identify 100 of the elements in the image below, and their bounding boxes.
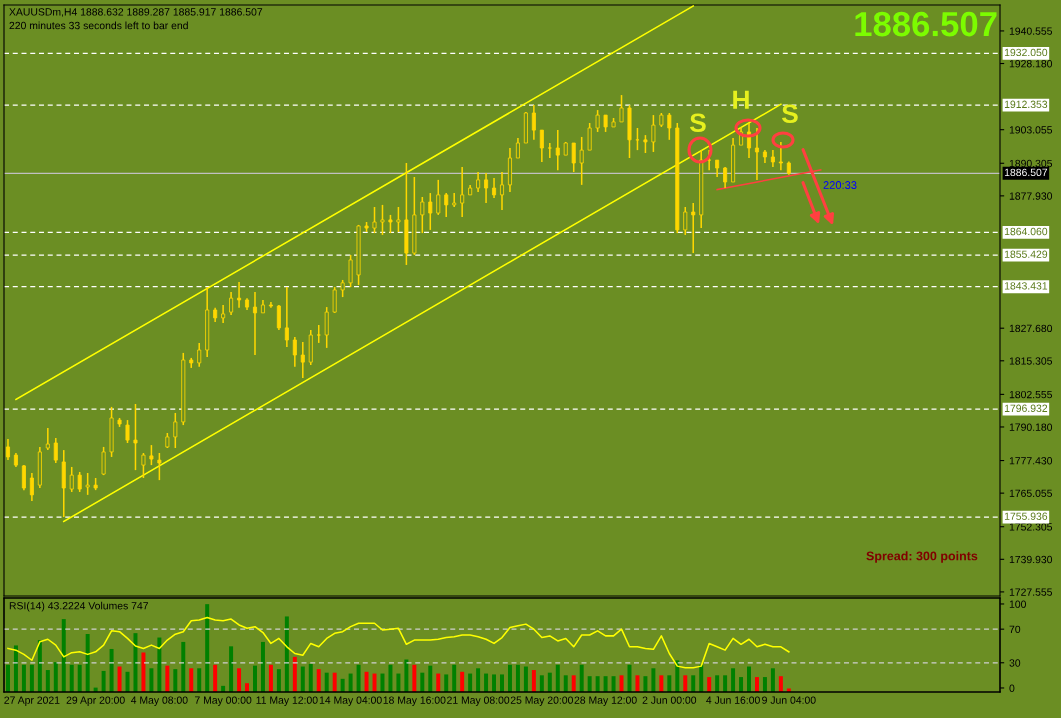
- bar: [420, 672, 425, 692]
- candlestick: [5, 438, 10, 461]
- ref-line-label: 1796.932: [1004, 404, 1048, 412]
- bar: [380, 673, 385, 692]
- y-tick-label: 1790.180: [1009, 423, 1053, 431]
- candlestick: [460, 166, 465, 218]
- candlestick: [229, 291, 234, 316]
- chart-title: XAUUSDm,H4 1888.632 1889.287 1885.917 1886.507: [9, 8, 263, 17]
- candlestick: [531, 104, 536, 141]
- candlestick: [372, 206, 377, 234]
- bar: [547, 672, 552, 692]
- bar: [29, 664, 34, 692]
- y-tick-label: 1765.055: [1009, 489, 1053, 498]
- candlestick: [691, 202, 696, 254]
- bar: [388, 664, 393, 692]
- bar: [635, 675, 640, 692]
- candlestick: [667, 112, 672, 141]
- y-tick-label: 30: [1009, 659, 1021, 667]
- x-tick-label: 9 Jun 04:00: [762, 696, 816, 704]
- bar: [197, 668, 202, 692]
- y-tick-label: 1827.680: [1009, 324, 1053, 333]
- candlestick: [101, 446, 106, 476]
- bar: [189, 668, 194, 692]
- candlestick: [579, 136, 584, 186]
- candlestick: [300, 341, 305, 379]
- bar: [292, 656, 297, 692]
- ref-line-label: 1843.431: [1004, 282, 1048, 290]
- candlestick: [452, 192, 457, 208]
- bar: [316, 669, 321, 692]
- bar: [348, 673, 353, 692]
- annotation: S: [781, 104, 798, 124]
- chart-title: RSI(14) 43.2224 Volumes 747: [9, 601, 149, 612]
- bar: [237, 668, 242, 692]
- ref-line-label: 1886.507: [1004, 168, 1048, 177]
- bar: [747, 666, 751, 692]
- bar: [739, 677, 744, 692]
- bar: [260, 641, 265, 692]
- candlestick: [388, 214, 393, 234]
- bar: [444, 674, 449, 692]
- candlestick: [754, 127, 759, 181]
- bar: [683, 675, 688, 692]
- bar: [372, 673, 377, 692]
- candlestick: [595, 109, 600, 133]
- bar: [476, 668, 481, 692]
- bar: [595, 676, 600, 692]
- bar: [428, 665, 433, 692]
- x-tick-label: 25 May 20:00: [510, 696, 573, 706]
- bar: [37, 640, 42, 692]
- x-tick-label: 21 May 08:00: [447, 696, 510, 706]
- candlestick: [237, 281, 242, 309]
- candlestick: [492, 177, 497, 199]
- bar: [276, 669, 281, 692]
- y-tick-label: 1903.055: [1009, 126, 1053, 134]
- ref-line-label: 1864.060: [1004, 227, 1048, 236]
- bar: [61, 619, 66, 692]
- bar: [141, 652, 146, 692]
- candlestick: [778, 141, 783, 171]
- y-tick-label: 1877.930: [1009, 192, 1053, 200]
- x-tick-label: 18 May 16:00: [383, 696, 446, 706]
- bar: [715, 675, 720, 692]
- candlestick: [276, 304, 281, 331]
- y-tick-label: 1890.305: [1009, 159, 1053, 168]
- bar: [643, 676, 648, 692]
- candlestick: [197, 342, 202, 368]
- bar: [53, 662, 58, 692]
- bar: [523, 666, 528, 692]
- ref-line-label: 1912.353: [1004, 100, 1048, 108]
- bar: [340, 678, 345, 692]
- bar: [460, 671, 465, 692]
- candlestick: [499, 171, 505, 211]
- candlestick: [420, 196, 425, 234]
- bar: [603, 676, 608, 692]
- bar: [85, 634, 90, 692]
- annotation: 1886.507: [855, 11, 997, 37]
- bar: [651, 668, 656, 692]
- annotation: Spread: 300 points: [866, 551, 978, 563]
- bar: [691, 675, 696, 692]
- annotation: 220:33: [823, 181, 857, 189]
- y-tick-label: 100: [1009, 600, 1026, 608]
- bar: [500, 674, 504, 692]
- bar: [13, 645, 18, 692]
- bar: [245, 683, 250, 692]
- candlestick: [484, 172, 489, 204]
- bar: [484, 673, 489, 692]
- candlestick: [619, 94, 624, 123]
- candlestick: [587, 122, 592, 151]
- bar: [436, 673, 441, 692]
- y-tick-label: 1752.305: [1009, 523, 1053, 531]
- bar: [731, 668, 736, 692]
- bar: [284, 616, 289, 692]
- bar: [308, 663, 313, 692]
- candlestick: [77, 471, 82, 493]
- bar: [762, 677, 767, 692]
- bar: [149, 668, 154, 692]
- bar: [268, 664, 273, 692]
- bar: [157, 637, 162, 692]
- candlestick: [683, 206, 688, 236]
- candlestick: [380, 204, 385, 236]
- y-tick-label: 1727.555: [1009, 588, 1053, 596]
- candlestick: [173, 412, 178, 449]
